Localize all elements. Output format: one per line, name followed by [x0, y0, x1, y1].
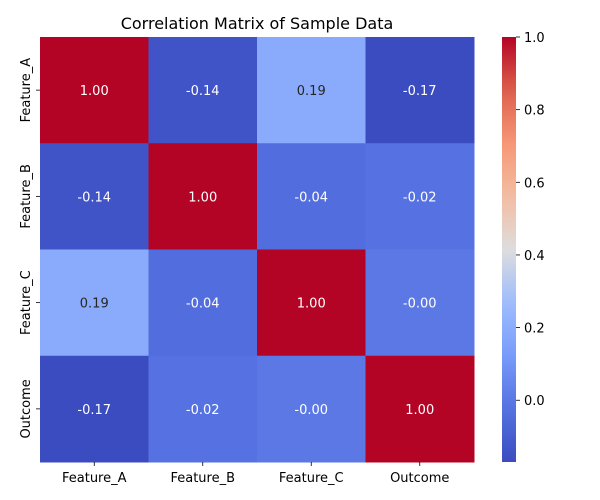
cell-annotation: -0.00: [294, 403, 328, 418]
cell-annotation: -0.04: [186, 297, 220, 312]
heatmap-cell: [257, 249, 366, 357]
cell-annotations: 1.00 -0.14 0.19 -0.17 -0.14 1.00 -0.04 -0.02 0.1…: [77, 84, 436, 418]
cell-annotation: -0.02: [186, 403, 220, 418]
colorbar-tick-label: 0.4: [524, 249, 545, 264]
y-tick-label: Feature_C: [19, 270, 34, 335]
heatmap-cell: [148, 37, 258, 144]
colorbar-tick-label: 0.2: [524, 322, 545, 337]
heatmap-cell: [365, 143, 475, 250]
heatmap-cell: [40, 143, 149, 250]
colorbar-tick-label: 0.6: [524, 176, 545, 191]
heatmap-cell: [365, 249, 475, 357]
x-tick-label: Feature_B: [170, 471, 235, 486]
cell-annotation: 0.19: [297, 84, 326, 99]
cell-annotation: -0.00: [403, 297, 437, 312]
y-axis: Feature_A Feature_B Feature_C Outcome: [19, 58, 40, 439]
chart-title: Correlation Matrix of Sample Data: [121, 14, 394, 33]
cell-annotation: 0.19: [80, 297, 109, 312]
cell-annotation: 1.00: [80, 84, 109, 99]
x-tick-label: Feature_C: [279, 471, 344, 486]
cell-annotation: -0.04: [294, 190, 328, 205]
cell-annotation: -0.02: [403, 190, 437, 205]
heatmap-cell: [257, 37, 366, 144]
x-axis: Feature_A Feature_B Feature_C Outcome: [62, 462, 449, 486]
colorbar-tick-label: 0.8: [524, 104, 545, 119]
cell-annotation: 1.00: [188, 190, 217, 205]
cell-annotation: 1.00: [405, 403, 434, 418]
heatmap-cell: [40, 37, 149, 144]
heatmap-cell: [365, 355, 475, 463]
y-tick-label: Feature_A: [19, 58, 34, 123]
cell-annotation: -0.14: [77, 190, 111, 205]
colorbar-gradient: [502, 37, 516, 462]
heatmap-cell: [148, 143, 258, 250]
y-tick-label: Outcome: [19, 379, 34, 438]
y-tick-label: Feature_B: [19, 164, 34, 229]
cell-annotation: -0.14: [186, 84, 220, 99]
heatmap-cell: [365, 37, 475, 144]
heatmap-cell: [257, 355, 366, 463]
x-tick-label: Outcome: [390, 471, 449, 486]
x-tick-label: Feature_A: [62, 471, 127, 486]
heatmap-cell: [40, 249, 149, 357]
cell-annotation: 1.00: [297, 297, 326, 312]
heatmap-cell: [257, 143, 366, 250]
colorbar-tick-label: 1.0: [524, 31, 545, 46]
cell-annotation: -0.17: [403, 84, 437, 99]
colorbar: 0.0 0.2 0.4 0.6 0.8 1.0: [502, 31, 545, 462]
colorbar-tick-label: 0.0: [524, 394, 545, 409]
heatmap-cell: [148, 249, 258, 357]
heatmap-cell: [40, 355, 149, 463]
cell-annotation: -0.17: [77, 403, 111, 418]
heatmap-cell: [148, 355, 258, 463]
heatmap-cells: [40, 37, 475, 463]
